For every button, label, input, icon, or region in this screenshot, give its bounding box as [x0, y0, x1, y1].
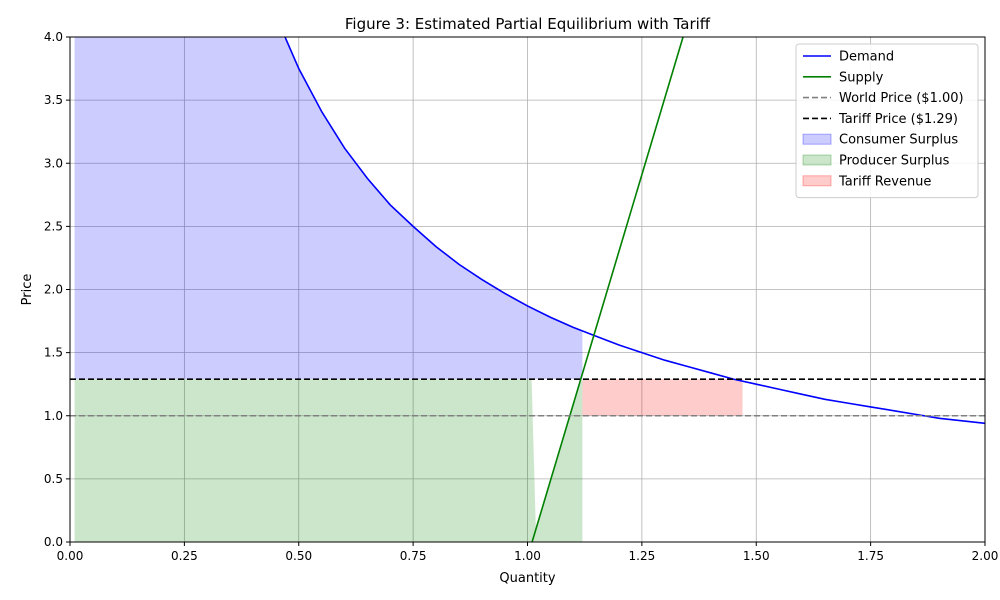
- x-tick-label: 1.75: [857, 549, 884, 563]
- x-tick-label: 0.25: [171, 549, 198, 563]
- y-tick-label: 3.0: [44, 156, 63, 170]
- legend-label: Tariff Price ($1.29): [838, 112, 958, 127]
- legend-label: Producer Surplus: [839, 154, 950, 169]
- y-tick-label: 2.0: [44, 283, 63, 297]
- y-tick-label: 2.5: [44, 219, 63, 233]
- y-axis-label: Price: [20, 274, 35, 306]
- producer-surplus-area: [74, 379, 583, 542]
- legend-box: [795, 43, 979, 199]
- line-layer: [70, 36, 986, 543]
- x-tick-label: 2.00: [972, 549, 999, 563]
- chart-title: Figure 3: Estimated Partial Equilibrium …: [345, 15, 711, 33]
- y-tick-label: 1.5: [44, 346, 63, 360]
- area-layer: [74, 37, 743, 542]
- y-tick-label: 4.0: [44, 30, 63, 44]
- legend-label: World Price ($1.00): [839, 91, 964, 106]
- y-tick-label: 1.0: [44, 409, 63, 423]
- x-tick-label: 1.50: [743, 549, 770, 563]
- y-tick-label: 0.0: [44, 535, 63, 549]
- y-tick-label: 3.5: [44, 93, 63, 107]
- legend-label: Demand: [839, 50, 894, 65]
- legend-swatch: [802, 133, 832, 145]
- x-tick-label: 0.75: [400, 549, 427, 563]
- tariff-revenue-area: [582, 379, 743, 416]
- tick-layer: 0.00 0.25 0.50 0.75 1.00 1.25 1.50 1.75 2.00 0.0 0…: [44, 30, 998, 563]
- x-axis-label: Quantity: [499, 571, 555, 586]
- legend-label: Tariff Revenue: [838, 174, 931, 189]
- supply-line: [531, 36, 684, 543]
- x-tick-label: 1.25: [629, 549, 656, 563]
- y-tick-label: 0.5: [44, 472, 63, 486]
- legend: Demand Supply World Price ($1.00) Tariff Pr…: [795, 43, 979, 199]
- legend-swatch: [802, 175, 832, 187]
- x-tick-label: 0.00: [57, 549, 84, 563]
- legend-label: Consumer Surplus: [839, 133, 958, 148]
- x-tick-label: 0.50: [285, 549, 312, 563]
- legend-swatch: [802, 154, 832, 166]
- x-tick-label: 1.00: [514, 549, 541, 563]
- legend-label: Supply: [839, 70, 884, 85]
- demand-line: [284, 36, 986, 425]
- consumer-surplus-area: [74, 37, 583, 380]
